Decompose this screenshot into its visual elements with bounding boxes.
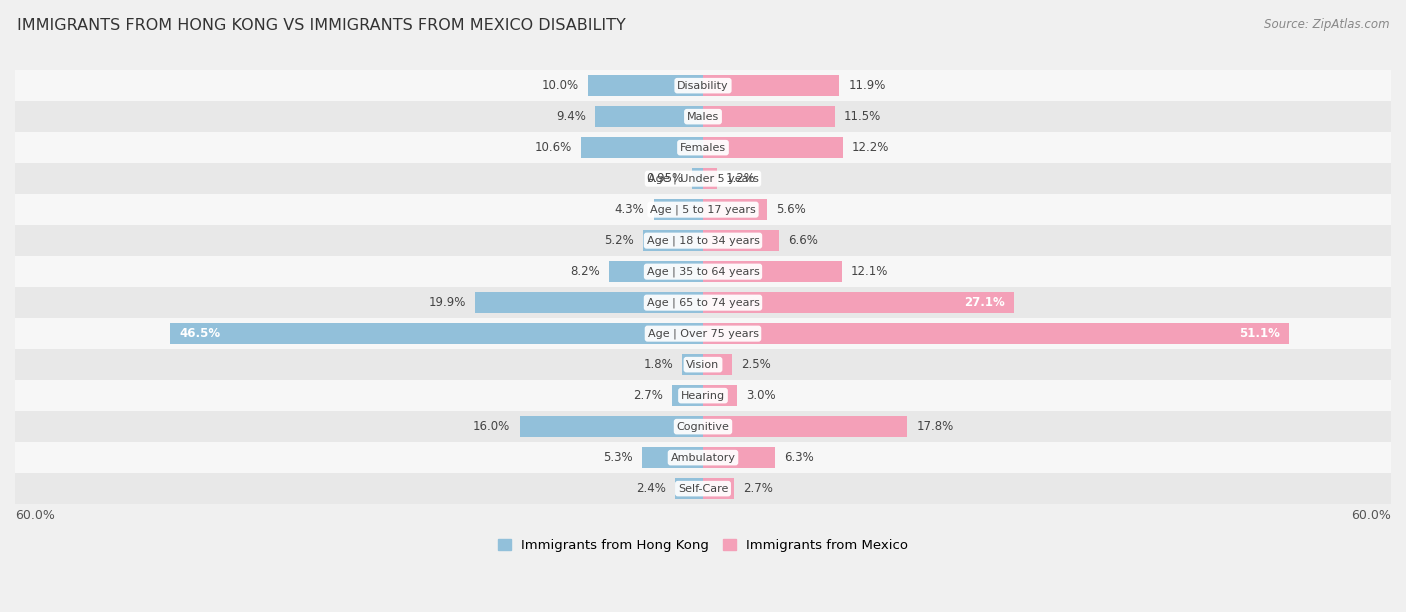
Text: 16.0%: 16.0% [472, 420, 510, 433]
Bar [703, 354, 731, 375]
Text: 9.4%: 9.4% [557, 110, 586, 123]
Text: 0.95%: 0.95% [645, 172, 683, 185]
Bar [703, 416, 907, 437]
Text: 2.7%: 2.7% [633, 389, 662, 402]
Bar [15, 132, 1391, 163]
Text: 5.3%: 5.3% [603, 451, 633, 464]
Text: 19.9%: 19.9% [429, 296, 465, 309]
Text: Males: Males [688, 111, 718, 122]
Bar [595, 106, 703, 127]
Text: Age | Under 5 years: Age | Under 5 years [648, 173, 758, 184]
Bar [15, 442, 1391, 473]
Text: 3.0%: 3.0% [747, 389, 776, 402]
Bar [703, 385, 737, 406]
Bar [588, 75, 703, 96]
Text: IMMIGRANTS FROM HONG KONG VS IMMIGRANTS FROM MEXICO DISABILITY: IMMIGRANTS FROM HONG KONG VS IMMIGRANTS … [17, 18, 626, 34]
Text: Age | Over 75 years: Age | Over 75 years [648, 329, 758, 339]
Bar [682, 354, 703, 375]
Text: 5.6%: 5.6% [776, 203, 806, 216]
Bar [15, 380, 1391, 411]
Bar [703, 199, 768, 220]
Text: Vision: Vision [686, 360, 720, 370]
Bar [703, 292, 1014, 313]
Bar [582, 137, 703, 158]
Text: Hearing: Hearing [681, 390, 725, 401]
Bar [703, 75, 839, 96]
Text: 11.9%: 11.9% [849, 79, 886, 92]
Bar [15, 318, 1391, 349]
Bar [703, 447, 775, 468]
Bar [654, 199, 703, 220]
Text: 5.2%: 5.2% [605, 234, 634, 247]
Bar [672, 385, 703, 406]
Bar [692, 168, 703, 189]
Bar [15, 70, 1391, 101]
Text: 1.2%: 1.2% [725, 172, 756, 185]
Bar [15, 225, 1391, 256]
Text: 1.8%: 1.8% [644, 358, 673, 371]
Bar [15, 256, 1391, 287]
Text: Self-Care: Self-Care [678, 483, 728, 494]
Bar [703, 137, 842, 158]
Text: 17.8%: 17.8% [917, 420, 953, 433]
Legend: Immigrants from Hong Kong, Immigrants from Mexico: Immigrants from Hong Kong, Immigrants fr… [492, 534, 914, 558]
Text: 11.5%: 11.5% [844, 110, 882, 123]
Bar [643, 447, 703, 468]
Bar [703, 261, 842, 282]
Text: Ambulatory: Ambulatory [671, 453, 735, 463]
Bar [475, 292, 703, 313]
Text: 6.3%: 6.3% [785, 451, 814, 464]
Bar [15, 411, 1391, 442]
Text: 51.1%: 51.1% [1239, 327, 1279, 340]
Text: 6.6%: 6.6% [787, 234, 818, 247]
Text: 60.0%: 60.0% [1351, 509, 1391, 522]
Bar [609, 261, 703, 282]
Bar [675, 478, 703, 499]
Bar [15, 287, 1391, 318]
Bar [644, 230, 703, 251]
Text: Females: Females [681, 143, 725, 152]
Text: Age | 65 to 74 years: Age | 65 to 74 years [647, 297, 759, 308]
Bar [15, 101, 1391, 132]
Text: Disability: Disability [678, 81, 728, 91]
Text: 8.2%: 8.2% [569, 265, 600, 278]
Bar [703, 106, 835, 127]
Text: Age | 5 to 17 years: Age | 5 to 17 years [650, 204, 756, 215]
Text: Cognitive: Cognitive [676, 422, 730, 431]
Text: 10.0%: 10.0% [543, 79, 579, 92]
Text: Age | 35 to 64 years: Age | 35 to 64 years [647, 266, 759, 277]
Text: 2.5%: 2.5% [741, 358, 770, 371]
Text: 27.1%: 27.1% [965, 296, 1004, 309]
Bar [703, 230, 779, 251]
Text: Age | 18 to 34 years: Age | 18 to 34 years [647, 236, 759, 246]
Text: 46.5%: 46.5% [179, 327, 221, 340]
Text: 4.3%: 4.3% [614, 203, 644, 216]
Bar [15, 349, 1391, 380]
Text: 12.2%: 12.2% [852, 141, 890, 154]
Text: 60.0%: 60.0% [15, 509, 55, 522]
Text: 10.6%: 10.6% [536, 141, 572, 154]
Bar [15, 163, 1391, 194]
Bar [703, 478, 734, 499]
Text: 12.1%: 12.1% [851, 265, 889, 278]
Bar [703, 168, 717, 189]
Bar [15, 473, 1391, 504]
Bar [15, 194, 1391, 225]
Bar [170, 323, 703, 344]
Text: 2.4%: 2.4% [637, 482, 666, 495]
Bar [520, 416, 703, 437]
Text: Source: ZipAtlas.com: Source: ZipAtlas.com [1264, 18, 1389, 31]
Bar [703, 323, 1289, 344]
Text: 2.7%: 2.7% [744, 482, 773, 495]
